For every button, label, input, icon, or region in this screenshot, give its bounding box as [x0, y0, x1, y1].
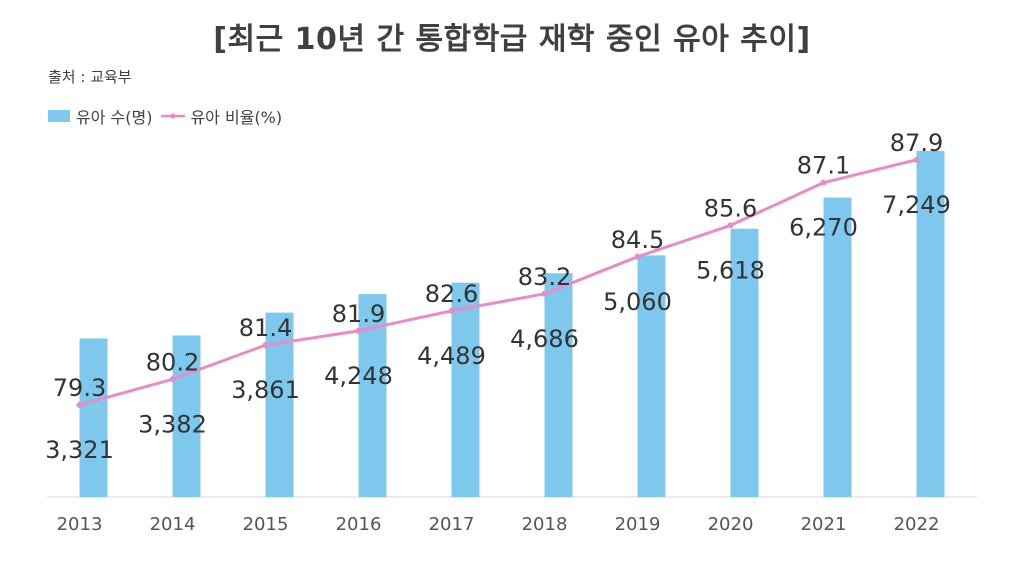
bar-value-label-2018: 4,686: [510, 325, 579, 353]
ratio-point-2022: [913, 156, 920, 163]
ratio-point-2015: [262, 342, 269, 349]
legend-item-line: 유아 비율(%): [160, 104, 282, 128]
ratio-value-label-2019: 84.5: [611, 226, 664, 254]
chart-title: [최근 10년 간 통합학급 재학 중인 유아 추이]: [213, 22, 811, 57]
ratio-value-label-2014: 80.2: [146, 348, 199, 376]
x-tick-label-2016: 2016: [336, 514, 382, 535]
bar-value-label-2020: 5,618: [696, 256, 765, 284]
ratio-point-2020: [727, 222, 734, 229]
ratio-value-label-2018: 83.2: [518, 263, 571, 291]
ratio-point-2018: [541, 290, 548, 297]
legend-line-swatch: [161, 113, 186, 119]
bar-value-label-2021: 6,270: [789, 214, 858, 242]
x-tick-label-2022: 2022: [894, 514, 940, 535]
bar-2014: [172, 335, 201, 497]
legend-line-label: 유아 비율(%): [190, 108, 283, 127]
bar-2018: [544, 273, 573, 497]
bar-2013: [79, 338, 108, 497]
bar-value-label-2022: 7,249: [882, 191, 951, 219]
ratio-point-2013: [76, 401, 83, 408]
bar-value-label-2015: 3,861: [231, 376, 300, 404]
bar-2021: [823, 197, 852, 498]
bar-2019: [637, 255, 666, 497]
bar-2017: [451, 282, 480, 497]
ratio-value-label-2022: 87.9: [890, 129, 943, 157]
ratio-line: [79, 158, 917, 407]
bar-2022: [916, 150, 945, 498]
x-tick-label-2020: 2020: [708, 514, 754, 535]
legend-item-bar: 유아 수(명): [48, 104, 152, 128]
x-tick-label-2015: 2015: [243, 514, 289, 535]
x-tick-label-2013: 2013: [57, 514, 103, 535]
x-tick-label-2017: 2017: [429, 514, 475, 535]
legend: 유아 수(명) 유아 비율(%): [48, 104, 290, 128]
ratio-value-label-2015: 81.4: [239, 314, 292, 342]
legend-bar-swatch: [48, 110, 70, 122]
ratio-value-label-2013: 79.3: [53, 374, 106, 402]
ratio-point-2017: [448, 307, 455, 314]
ratio-point-2014: [169, 376, 176, 383]
ratio-value-label-2020: 85.6: [704, 194, 757, 222]
x-tick-label-2014: 2014: [150, 514, 196, 535]
bar-value-label-2016: 4,248: [324, 362, 393, 390]
legend-bar-label: 유아 수(명): [76, 108, 153, 127]
bar-value-label-2014: 3,382: [138, 410, 207, 438]
bar-value-label-2019: 5,060: [603, 288, 672, 316]
x-tick-label-2021: 2021: [801, 514, 847, 535]
ratio-value-label-2017: 82.6: [425, 280, 478, 308]
ratio-point-2021: [820, 179, 827, 186]
bar-value-label-2013: 3,321: [45, 436, 114, 464]
ratio-value-label-2016: 81.9: [332, 300, 385, 328]
ratio-point-2016: [355, 327, 362, 334]
x-tick-label-2018: 2018: [522, 514, 568, 535]
ratio-point-2019: [634, 253, 641, 260]
source-note: 출처 : 교육부: [48, 68, 132, 86]
bar-2020: [730, 228, 759, 498]
ratio-value-label-2021: 87.1: [797, 152, 850, 180]
bar-value-label-2017: 4,489: [417, 342, 486, 370]
x-tick-label-2019: 2019: [615, 514, 661, 535]
